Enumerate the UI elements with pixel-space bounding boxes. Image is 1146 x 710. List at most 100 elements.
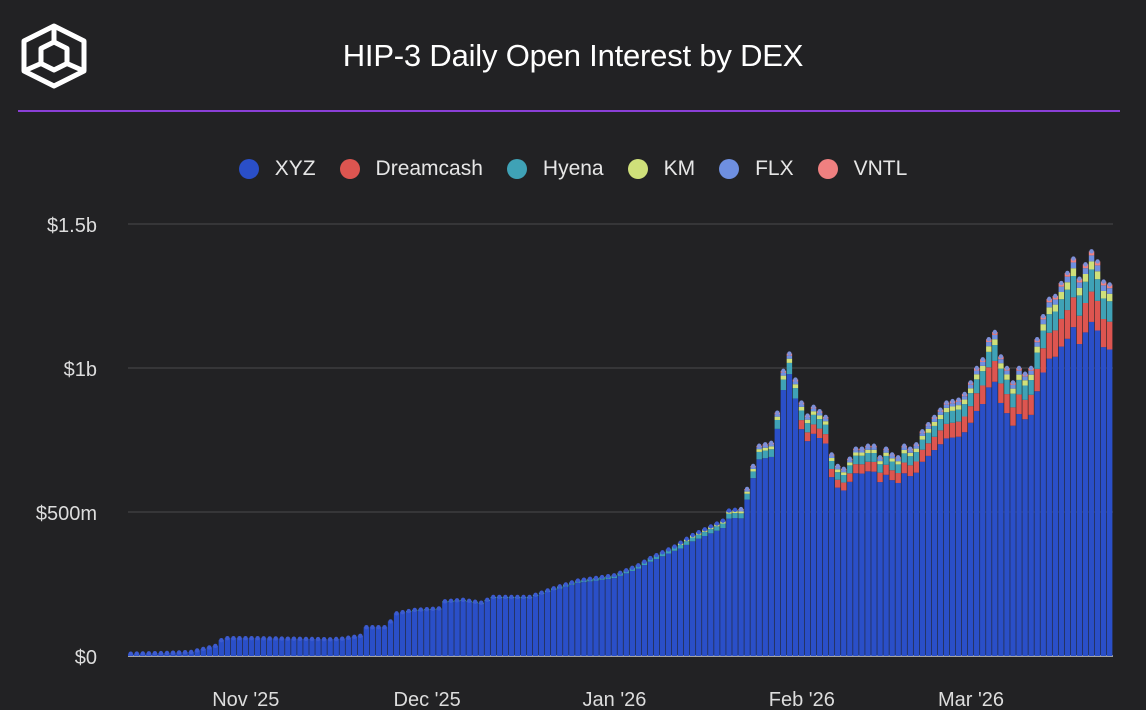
- x-tick-label: Feb '26: [769, 689, 835, 710]
- bar-cap-day-52: [442, 599, 448, 604]
- bar-hyena-day-93: [689, 537, 696, 542]
- bar-xyz-day-37: [351, 636, 358, 656]
- bar-km-day-162: [1106, 293, 1113, 302]
- bar-km-day-148: [1022, 380, 1028, 386]
- bar-flx-day-112: [804, 417, 811, 420]
- bar-xyz-day-85: [641, 565, 648, 656]
- bar-hyena-day-108: [780, 379, 787, 391]
- bar-cap-day-149: [1028, 365, 1034, 371]
- bar-cap-day-137: [956, 397, 961, 402]
- bar-xyz-day-24: [273, 638, 279, 656]
- bar-cap-day-158: [1083, 262, 1088, 267]
- bar-cap-day-129: [908, 446, 913, 451]
- bar-xyz-day-103: [750, 478, 756, 656]
- bar-km-day-122: [865, 449, 871, 453]
- bar-xyz-day-98: [720, 528, 726, 656]
- bar-flx-day-143: [992, 334, 998, 340]
- bar-km-day-150: [1034, 346, 1040, 353]
- bar-cap-day-139: [968, 380, 973, 385]
- bar-dreamcash-day-147: [1016, 394, 1022, 414]
- bar-xyz-day-27: [291, 638, 297, 656]
- bar-xyz-day-17: [230, 638, 237, 656]
- bar-xyz-day-20: [248, 638, 255, 656]
- bar-km-day-160: [1094, 271, 1101, 280]
- bar-km-day-157: [1076, 287, 1083, 296]
- bar-xyz-day-86: [647, 561, 654, 656]
- legend-item-dreamcash[interactable]: Dreamcash: [339, 157, 483, 181]
- bar-flx-day-121: [859, 450, 865, 453]
- bar-flx-day-159: [1088, 255, 1095, 262]
- bar-cap-day-150: [1034, 337, 1040, 342]
- bar-dreamcash-day-126: [889, 470, 895, 481]
- bar-hyena-day-124: [877, 464, 883, 473]
- bar-xyz-day-156: [1070, 327, 1077, 656]
- bar-cap-day-126: [889, 452, 895, 457]
- bar-hyena-day-100: [732, 513, 738, 518]
- bar-xyz-day-135: [943, 438, 950, 656]
- bar-cap-day-111: [799, 400, 804, 405]
- bar-km-day-154: [1058, 292, 1065, 300]
- bar-cap-day-145: [1004, 365, 1010, 371]
- bar-xyz-day-90: [671, 550, 678, 656]
- bar-xyz-day-29: [303, 639, 309, 656]
- bar-cap-day-35: [340, 636, 345, 641]
- legend-item-km[interactable]: KM: [627, 157, 696, 181]
- bar-flx-day-139: [967, 384, 974, 389]
- bar-xyz-day-97: [714, 530, 720, 656]
- bar-km-day-101: [738, 511, 744, 514]
- bar-dreamcash-day-130: [913, 461, 920, 473]
- bar-flx-day-132: [925, 426, 932, 429]
- bar-xyz-day-73: [569, 584, 575, 656]
- bar-cap-day-106: [769, 440, 774, 446]
- bar-cap-day-108: [781, 368, 786, 374]
- bar-dreamcash-day-155: [1064, 310, 1071, 339]
- bar-dreamcash-day-148: [1022, 399, 1028, 420]
- legend-item-xyz[interactable]: XYZ: [238, 157, 316, 181]
- legend-label-km: KM: [663, 157, 696, 180]
- bar-xyz-day-46: [405, 611, 412, 656]
- bar-xyz-day-132: [925, 455, 932, 656]
- bar-flx-day-146: [1010, 384, 1016, 389]
- bar-hyena-day-143: [992, 345, 998, 361]
- bar-xyz-day-70: [551, 589, 557, 656]
- bar-hyena-day-145: [1004, 379, 1010, 395]
- bar-hyena-day-150: [1034, 352, 1040, 369]
- bar-hyena-day-113: [810, 414, 817, 425]
- bar-flx-day-133: [931, 418, 938, 422]
- bar-cap-day-47: [412, 607, 417, 613]
- legend-item-hyena[interactable]: Hyena: [506, 157, 604, 181]
- bar-hyena-day-158: [1082, 281, 1089, 303]
- bar-hyena-day-89: [665, 550, 672, 554]
- bar-cap-day-104: [756, 443, 762, 448]
- legend-item-flx[interactable]: FLX: [719, 157, 794, 181]
- bar-cap-day-5: [158, 650, 164, 656]
- bar-dreamcash-day-115: [822, 434, 829, 444]
- bar-cap-day-32: [321, 637, 327, 642]
- bar-dreamcash-day-156: [1070, 297, 1077, 328]
- bar-flx-day-155: [1064, 276, 1071, 283]
- bar-cap-day-144: [998, 354, 1004, 359]
- legend-swatch-hyena: [506, 159, 527, 179]
- bar-xyz-day-57: [472, 602, 478, 656]
- bar-xyz-day-112: [804, 441, 811, 656]
- bar-flx-day-144: [998, 359, 1004, 364]
- bar-hyena-day-137: [955, 409, 962, 422]
- bar-km-day-118: [841, 472, 847, 476]
- bar-cap-day-34: [333, 636, 339, 642]
- bar-flx-day-124: [877, 458, 883, 462]
- bar-xyz-day-16: [224, 638, 231, 656]
- bar-hyena-day-129: [907, 456, 913, 466]
- bar-xyz-day-54: [454, 601, 460, 656]
- bar-cap-day-39: [364, 625, 369, 630]
- bar-cap-day-56: [466, 598, 472, 603]
- bar-cap-day-21: [255, 636, 260, 641]
- bar-cap-day-103: [750, 463, 756, 469]
- bar-xyz-day-107: [774, 428, 781, 656]
- bar-cap-day-61: [497, 594, 502, 600]
- bar-km-day-153: [1052, 304, 1059, 312]
- bar-cap-day-115: [823, 414, 828, 420]
- legend-item-vntl[interactable]: VNTL: [817, 157, 907, 181]
- bar-cap-day-28: [297, 636, 303, 642]
- bar-hyena-day-156: [1070, 276, 1077, 298]
- bar-cap-day-162: [1107, 282, 1112, 287]
